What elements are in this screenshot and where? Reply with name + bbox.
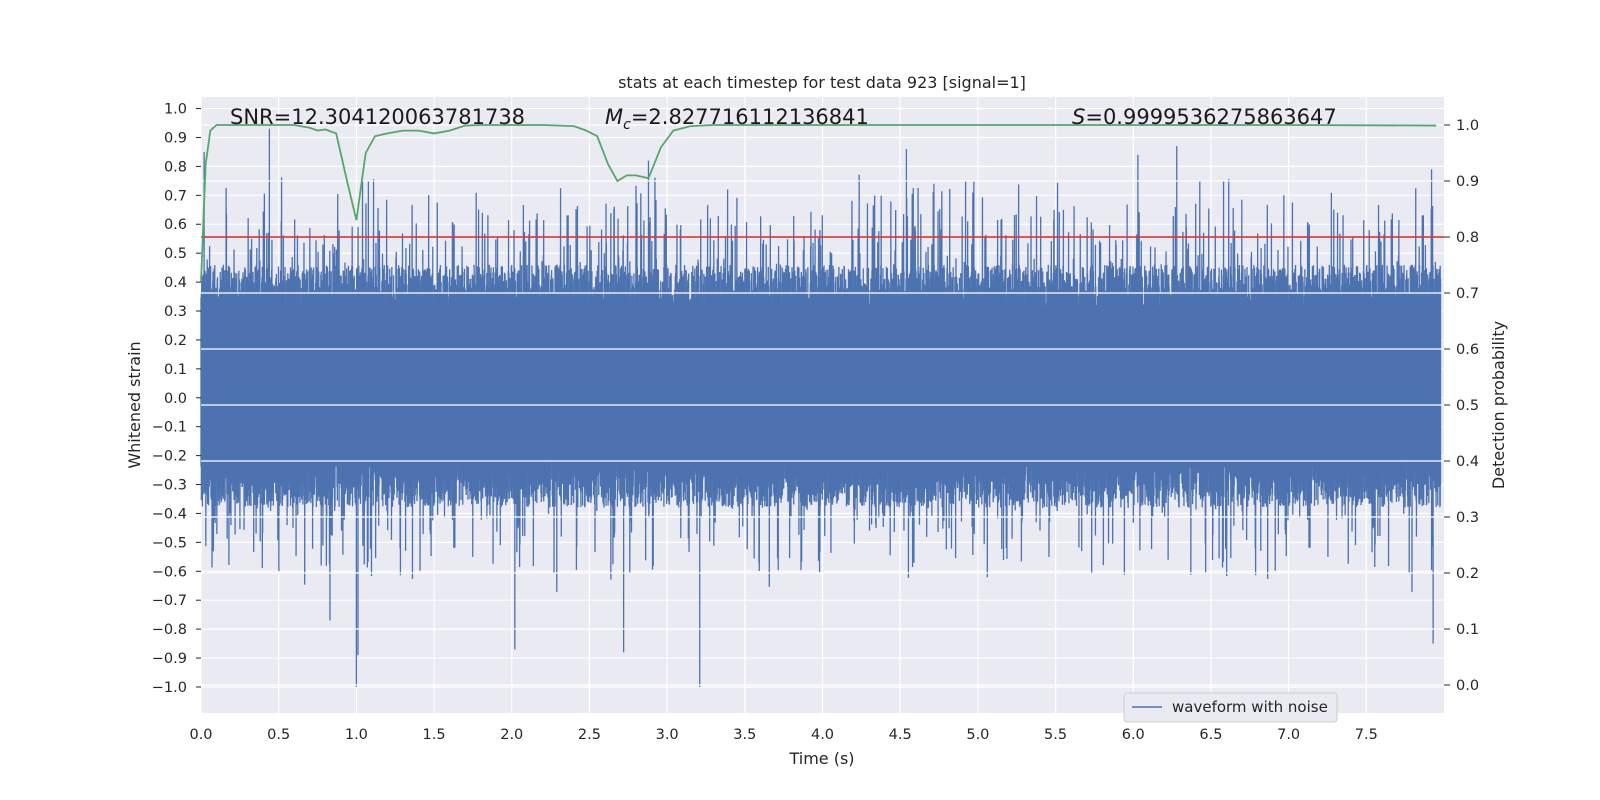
y-tick-label: 0.2 xyxy=(164,333,187,349)
y2-tick-label: 0.7 xyxy=(1456,286,1479,302)
y2-tick-label: 0.0 xyxy=(1456,678,1479,694)
y-tick-label: −1.0 xyxy=(152,680,187,696)
y-tick-label: 0.9 xyxy=(164,130,187,146)
y-ticks: 1.0 0.9 0.8 0.7 0.6 0.5 0.4 0.3 0.2 0.1 0.0 −0.1 −0.… xyxy=(152,102,201,696)
score-symbol: S xyxy=(1072,105,1085,129)
y-tick-label: −0.5 xyxy=(152,535,187,551)
y2-tick-label: 0.5 xyxy=(1456,398,1479,414)
x-tick-label: 0.0 xyxy=(189,727,212,743)
x-tick-label: 5.5 xyxy=(1044,727,1067,743)
chirp-mass-symbol: M xyxy=(605,105,623,129)
x-tick-label: 1.5 xyxy=(423,727,446,743)
score-annotation: S=0.9999536275863647 xyxy=(1072,105,1337,129)
y2-tick-label: 0.6 xyxy=(1456,342,1479,358)
y-tick-label: −0.6 xyxy=(152,564,187,580)
y2-tick-label: 0.8 xyxy=(1456,230,1479,246)
y-tick-label: −0.8 xyxy=(152,622,187,638)
x-tick-label: 6.0 xyxy=(1122,727,1145,743)
x-tick-label: 7.0 xyxy=(1277,727,1300,743)
y2-tick-label: 0.2 xyxy=(1456,566,1479,582)
y2-tick-label: 0.9 xyxy=(1456,174,1479,190)
x-tick-label: 2.5 xyxy=(578,727,601,743)
snr-annotation: SNR=12.304120063781738 xyxy=(230,105,525,129)
y-axis-label: Whitened strain xyxy=(125,341,144,468)
x-tick-label: 0.5 xyxy=(267,727,290,743)
chirp-mass-annotation: Mc=2.827716112136841 xyxy=(605,105,869,133)
chirp-mass-value: =2.827716112136841 xyxy=(631,105,869,129)
y-tick-label: −0.2 xyxy=(152,449,187,465)
x-tick-label: 5.0 xyxy=(966,727,989,743)
x-tick-label: 4.5 xyxy=(889,727,912,743)
x-axis-label: Time (s) xyxy=(788,749,854,768)
x-tick-label: 3.0 xyxy=(656,727,679,743)
y-tick-label: 0.0 xyxy=(164,391,187,407)
x-tick-label: 7.5 xyxy=(1355,727,1378,743)
legend-label: waveform with noise xyxy=(1172,698,1328,716)
y-tick-label: −0.9 xyxy=(152,651,187,667)
series-detection-probability xyxy=(200,124,1437,282)
score-value: =0.9999536275863647 xyxy=(1085,105,1336,129)
series-waveform-with-noise xyxy=(200,128,1442,687)
y-tick-label: 0.8 xyxy=(164,159,187,175)
y-tick-label: −0.7 xyxy=(152,593,187,609)
y-tick-label: −0.3 xyxy=(152,478,187,494)
y-tick-label: −0.1 xyxy=(152,420,187,436)
y-tick-label: 1.0 xyxy=(164,102,187,118)
chart-title: stats at each timestep for test data 923… xyxy=(618,73,1026,92)
y2-ticks: 1.0 0.9 0.8 0.7 0.6 0.5 0.4 0.3 0.2 0.1 0.0 xyxy=(1444,118,1479,694)
waveform-series xyxy=(200,128,1442,687)
y-tick-label: −0.4 xyxy=(152,506,187,522)
y-tick-label: 0.7 xyxy=(164,188,187,204)
x-tick-label: 2.0 xyxy=(500,727,523,743)
y-tick-label: 0.1 xyxy=(164,362,187,378)
x-ticks: 0.0 0.5 1.0 1.5 2.0 2.5 3.0 3.5 4.0 4.5 5.0 5.5 6.0 6… xyxy=(189,727,1377,743)
chirp-mass-subscript: c xyxy=(623,117,631,133)
x-tick-label: 6.5 xyxy=(1199,727,1222,743)
y-tick-label: 0.4 xyxy=(164,275,187,291)
x-tick-label: 4.0 xyxy=(811,727,834,743)
y2-tick-label: 0.1 xyxy=(1456,622,1479,638)
y2-tick-label: 0.3 xyxy=(1456,510,1479,526)
legend: waveform with noise xyxy=(1123,692,1338,723)
y-tick-label: 0.3 xyxy=(164,304,187,320)
legend-box xyxy=(1123,692,1338,723)
y2-axis-label: Detection probability xyxy=(1489,321,1508,489)
y-tick-label: 0.6 xyxy=(164,217,187,233)
x-tick-label: 1.0 xyxy=(345,727,368,743)
y-tick-label: 0.5 xyxy=(164,246,187,262)
y2-tick-label: 1.0 xyxy=(1456,118,1479,134)
x-tick-label: 3.5 xyxy=(733,727,756,743)
y2-tick-label: 0.4 xyxy=(1456,454,1479,470)
